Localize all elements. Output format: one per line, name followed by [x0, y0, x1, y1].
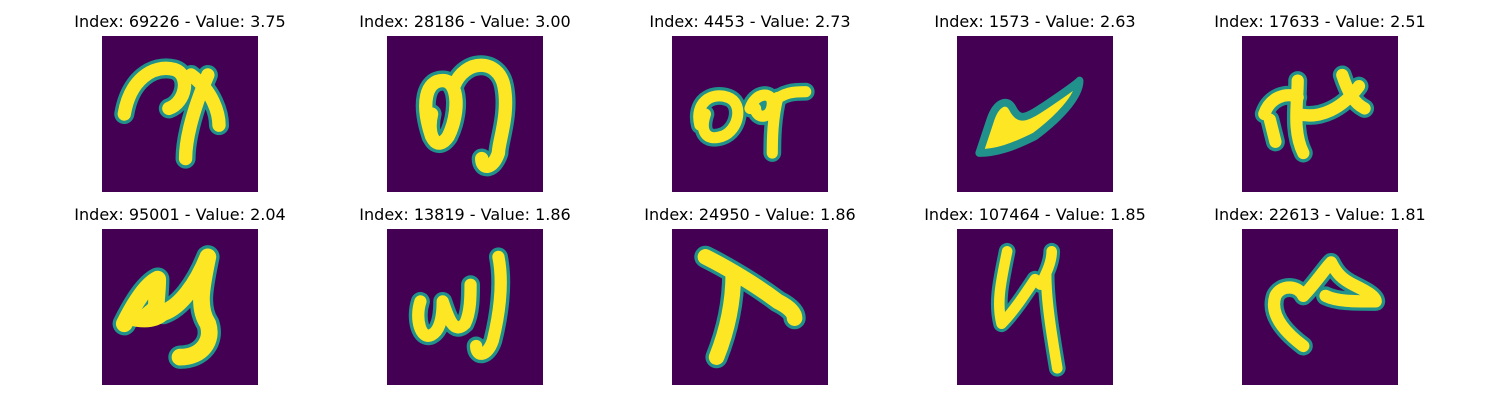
panel-title: Index: 4453 - Value: 2.73 [649, 12, 851, 31]
digit-image [957, 229, 1113, 385]
panel-7: Index: 13819 - Value: 1.86 [335, 205, 595, 395]
handwritten-glyph [990, 242, 1066, 377]
handwritten-glyph [112, 245, 221, 369]
panel-title: Index: 28186 - Value: 3.00 [359, 12, 571, 31]
handwritten-glyph [975, 76, 1084, 157]
panel-3: Index: 4453 - Value: 2.73 [620, 12, 880, 202]
panel-10: Index: 22613 - Value: 1.81 [1190, 205, 1450, 395]
handwritten-glyph [408, 247, 511, 364]
handwritten-glyph [689, 82, 815, 162]
handwritten-glyph [694, 245, 806, 369]
digit-image [672, 36, 828, 192]
panel-title: Index: 13819 - Value: 1.86 [359, 205, 571, 224]
panel-9: Index: 107464 - Value: 1.85 [905, 205, 1165, 395]
panel-title: Index: 69226 - Value: 3.75 [74, 12, 286, 31]
handwritten-glyph [415, 55, 516, 177]
panel-title: Index: 22613 - Value: 1.81 [1214, 205, 1426, 224]
digit-image [672, 229, 828, 385]
panel-8: Index: 24950 - Value: 1.86 [620, 205, 880, 395]
panel-4: Index: 1573 - Value: 2.63 [905, 12, 1165, 202]
handwritten-glyph [1254, 65, 1375, 163]
digit-image [102, 229, 258, 385]
digit-image [387, 229, 543, 385]
handwritten-glyph [114, 58, 230, 169]
panel-title: Index: 24950 - Value: 1.86 [644, 205, 856, 224]
handwritten-glyph [1264, 252, 1386, 356]
digit-image [957, 36, 1113, 192]
panel-title: Index: 95001 - Value: 2.04 [74, 205, 286, 224]
panel-title: Index: 107464 - Value: 1.85 [924, 205, 1146, 224]
panel-title: Index: 17633 - Value: 2.51 [1214, 12, 1426, 31]
panel-1: Index: 69226 - Value: 3.75 [50, 12, 310, 202]
digit-image [387, 36, 543, 192]
panel-6: Index: 95001 - Value: 2.04 [50, 205, 310, 395]
panel-title: Index: 1573 - Value: 2.63 [934, 12, 1136, 31]
digit-image [1242, 36, 1398, 192]
panel-2: Index: 28186 - Value: 3.00 [335, 12, 595, 202]
digit-image [1242, 229, 1398, 385]
panel-5: Index: 17633 - Value: 2.51 [1190, 12, 1450, 202]
digit-image [102, 36, 258, 192]
